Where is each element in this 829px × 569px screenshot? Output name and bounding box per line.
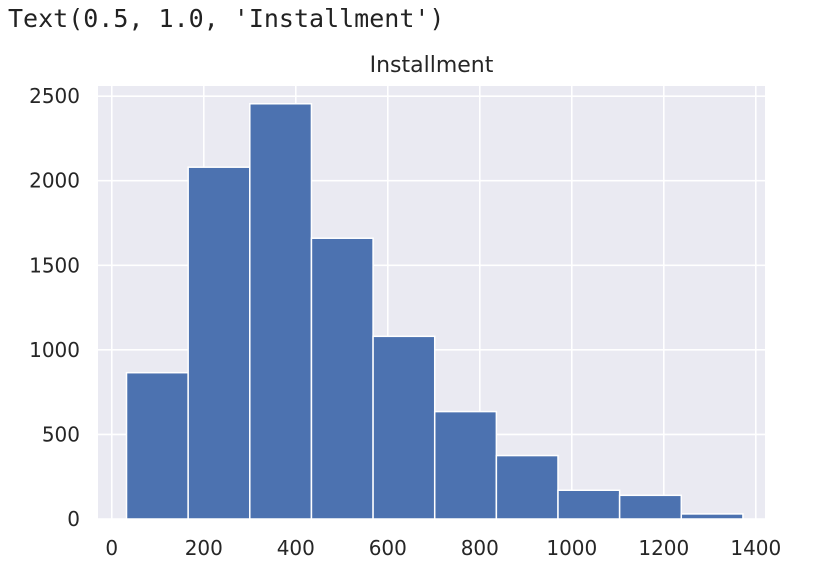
histogram-bar	[618, 494, 683, 520]
x-tick-label: 1200	[638, 536, 689, 560]
x-tick-label: 600	[369, 536, 407, 560]
output-text: Text(0.5, 1.0, 'Installment')	[8, 4, 445, 33]
x-tick-label: 400	[277, 536, 315, 560]
histogram-bars	[125, 103, 744, 520]
y-tick-label: 0	[67, 507, 80, 531]
histogram-bar	[310, 237, 374, 520]
x-tick-label: 1000	[546, 536, 597, 560]
histogram-bar	[372, 335, 436, 520]
x-tick-label: 200	[185, 536, 223, 560]
x-axis-ticks: 0 200 400 600 800 1000 1200 1400	[105, 536, 781, 560]
histogram-bar	[249, 103, 313, 520]
chart-title: Installment	[370, 53, 494, 78]
y-tick-label: 500	[42, 422, 80, 446]
y-tick-label: 1500	[29, 253, 80, 277]
histogram-bar	[680, 513, 744, 520]
histogram-bar	[125, 371, 189, 520]
y-tick-label: 2000	[29, 169, 80, 193]
histogram-bar	[187, 166, 251, 520]
histogram-bar	[495, 454, 559, 520]
x-tick-label: 800	[461, 536, 499, 560]
y-tick-label: 1000	[29, 338, 80, 362]
histogram-bar	[433, 410, 498, 520]
y-tick-label: 2500	[29, 84, 80, 108]
x-tick-label: 0	[105, 536, 118, 560]
x-tick-label: 1400	[730, 536, 781, 560]
y-axis-ticks: 0 500 1000 1500 2000 2500	[29, 84, 80, 531]
histogram-bar	[557, 489, 621, 520]
